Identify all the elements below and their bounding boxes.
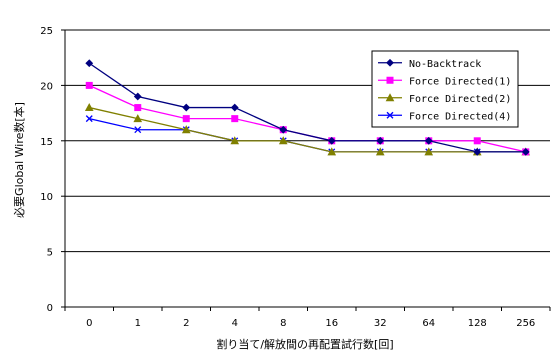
legend-entry: No-Backtrack — [378, 59, 481, 70]
legend-box — [371, 50, 519, 128]
data-point — [84, 103, 94, 112]
data-point — [473, 147, 482, 156]
x-tick-label: 2 — [183, 318, 189, 329]
marker-stroke — [134, 126, 142, 134]
data-point — [182, 115, 190, 123]
data-point — [134, 104, 142, 112]
data-point — [133, 92, 142, 101]
legend-label: Force Directed(1) — [409, 76, 511, 87]
legend-label: No-Backtrack — [409, 59, 481, 70]
series-lines — [84, 59, 531, 156]
data-point — [521, 147, 530, 156]
x-tick-label: 8 — [280, 318, 286, 329]
legend-swatch-marker — [386, 111, 394, 119]
data-point — [181, 125, 191, 134]
tick-labels: 0 5 10 15 20 25 0 1 2 4 8 16 32 64 128 256 — [40, 26, 535, 329]
data-point — [230, 103, 239, 112]
data-point — [376, 136, 385, 145]
data-point — [327, 147, 337, 156]
x-tick-label: 16 — [325, 318, 338, 329]
legend-swatch-marker — [385, 93, 395, 102]
y-tick-label: 5 — [47, 248, 53, 259]
marker-stroke — [386, 111, 394, 119]
legend-label: Force Directed(2) — [409, 94, 511, 105]
y-axis-title: 必要Global Wire数[本] — [12, 102, 26, 218]
y-tick-label: 25 — [40, 26, 53, 37]
legend: No-Backtrack Force Directed(1) Force Direc… — [371, 50, 519, 128]
data-point — [85, 59, 94, 68]
legend-entry: Force Directed(1) — [378, 76, 511, 87]
marker-stroke — [85, 115, 93, 123]
data-point — [327, 136, 336, 145]
data-point — [230, 136, 240, 145]
data-point — [473, 137, 481, 145]
x-axis-title: 割り当て/解放間の再配置試行数[回] — [216, 337, 393, 351]
data-point — [85, 115, 93, 123]
data-point — [231, 115, 239, 123]
y-tick-label: 0 — [47, 303, 53, 314]
x-tick-label: 128 — [468, 318, 487, 329]
legend-swatch-marker — [386, 58, 394, 67]
y-tick-label: 20 — [40, 81, 53, 92]
series-no-backtrack — [85, 59, 530, 156]
axes — [61, 29, 551, 311]
x-tick-label: 1 — [135, 318, 141, 329]
legend-label: Force Directed(4) — [409, 111, 511, 122]
y-tick-label: 10 — [40, 192, 53, 203]
data-point — [182, 103, 191, 112]
data-point — [278, 136, 288, 145]
data-point — [424, 136, 433, 145]
data-point — [133, 114, 143, 123]
x-tick-label: 32 — [374, 318, 387, 329]
data-point — [279, 125, 288, 134]
data-point — [85, 81, 93, 89]
x-tick-label: 256 — [516, 318, 535, 329]
x-tick-label: 0 — [86, 318, 92, 329]
series-line — [88, 62, 526, 153]
legend-swatch-marker — [386, 76, 394, 84]
series-line — [89, 106, 526, 153]
data-point — [134, 126, 142, 134]
x-tick-label: 4 — [232, 318, 238, 329]
data-point — [375, 147, 385, 156]
data-point — [424, 147, 434, 156]
y-tick-label: 15 — [40, 137, 53, 148]
x-tick-label: 64 — [422, 318, 435, 329]
legend-entry: Force Directed(4) — [378, 111, 511, 122]
legend-entry: Force Directed(2) — [378, 93, 511, 105]
